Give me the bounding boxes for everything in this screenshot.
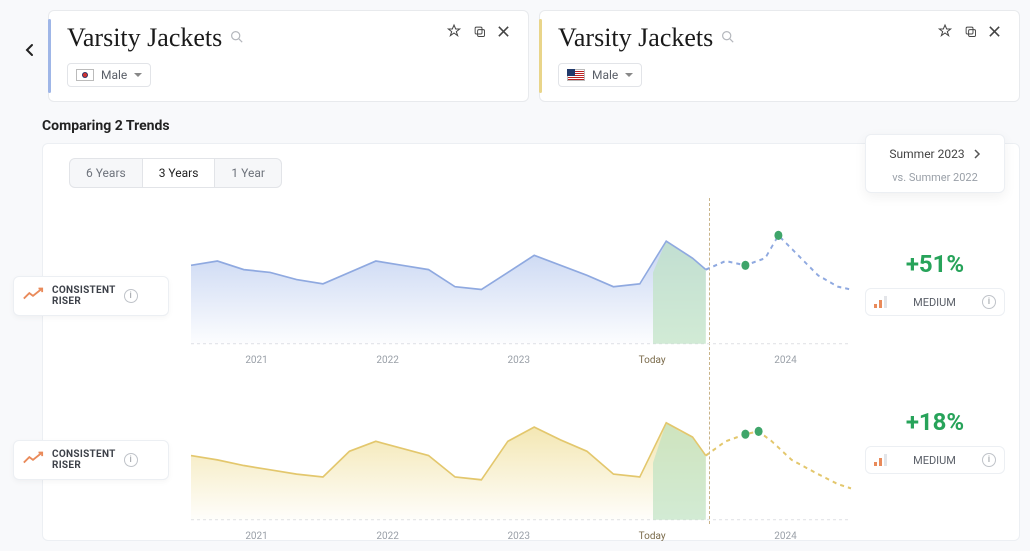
- trend-type-label: CONSISTENTRISER: [52, 285, 116, 308]
- riser-icon: [22, 287, 44, 305]
- metric-block: +51% MEDIUM i: [865, 250, 1005, 316]
- xaxis-label: 2024: [774, 355, 796, 366]
- card-title-text: Varsity Jackets: [558, 23, 713, 53]
- gender-label: Male: [101, 68, 127, 82]
- forecast-period-label: Summer 2023: [889, 147, 964, 161]
- chart-panel: 6 Years 3 Years 1 Year Summer 2023 vs. S…: [42, 143, 1020, 541]
- search-icon[interactable]: [721, 30, 734, 47]
- trend-card: Varsity Jackets Male: [48, 10, 529, 102]
- cards-row: Varsity Jackets Male: [48, 10, 1020, 102]
- volume-bars-icon: [874, 296, 887, 308]
- gender-filter-chip[interactable]: Male: [558, 63, 642, 87]
- time-range-option[interactable]: 1 Year: [215, 159, 281, 187]
- gender-label: Male: [592, 68, 618, 82]
- xaxis-label: 2021: [245, 531, 267, 542]
- back-button[interactable]: [20, 40, 40, 60]
- change-pct: +51%: [865, 250, 1005, 278]
- forecast-period-select[interactable]: Summer 2023: [876, 143, 994, 165]
- flag-icon-us: [567, 69, 585, 81]
- trend-chart-1: 202120222023Today2024: [191, 196, 851, 346]
- flag-icon-kr: [76, 69, 94, 81]
- copy-icon[interactable]: [963, 24, 978, 43]
- close-icon[interactable]: [497, 25, 510, 42]
- star-icon[interactable]: [937, 23, 953, 43]
- trend-chart-2: 202120222023Today2024: [191, 372, 851, 522]
- chevron-down-icon: [134, 73, 142, 77]
- forecast-compare-label: vs. Summer 2022: [876, 171, 994, 184]
- trend-card: Varsity Jackets Male: [539, 10, 1020, 102]
- x-axis-labels: 2021 2022 2023 Today 2024: [191, 531, 851, 542]
- time-range-option[interactable]: 3 Years: [142, 159, 216, 187]
- search-icon[interactable]: [230, 30, 243, 47]
- close-icon[interactable]: [988, 25, 1001, 42]
- info-icon[interactable]: i: [982, 453, 996, 467]
- trend-type-badge: CONSISTENTRISER i: [13, 276, 169, 316]
- xaxis-label: 2024: [774, 531, 796, 542]
- trend-type-label: CONSISTENTRISER: [52, 449, 116, 472]
- card-title: Varsity Jackets: [558, 23, 734, 53]
- xaxis-label: 2022: [376, 531, 398, 542]
- star-icon[interactable]: [446, 23, 462, 43]
- xaxis-today-label: Today: [639, 531, 666, 542]
- gender-filter-chip[interactable]: Male: [67, 63, 151, 87]
- forecast-period-card: Summer 2023 vs. Summer 2022: [865, 134, 1005, 193]
- volume-chip: MEDIUM i: [865, 446, 1005, 474]
- metric-block: +18% MEDIUM i: [865, 408, 1005, 474]
- volume-bars-icon: [874, 454, 887, 466]
- copy-icon[interactable]: [472, 24, 487, 43]
- info-icon[interactable]: i: [124, 289, 138, 303]
- card-accent: [539, 19, 542, 93]
- x-axis-labels: 2021 2022 2023 Today 2024: [191, 355, 851, 366]
- riser-icon: [22, 451, 44, 469]
- volume-label: MEDIUM: [913, 454, 956, 467]
- compare-title: Comparing 2 Trends: [42, 118, 170, 134]
- xaxis-today-label: Today: [639, 355, 666, 366]
- card-accent: [48, 19, 51, 93]
- change-pct: +18%: [865, 408, 1005, 436]
- volume-label: MEDIUM: [913, 296, 956, 309]
- card-title: Varsity Jackets: [67, 23, 243, 53]
- time-range-option[interactable]: 6 Years: [70, 159, 142, 187]
- xaxis-label: 2021: [245, 355, 267, 366]
- chevron-down-icon: [625, 73, 633, 77]
- volume-chip: MEDIUM i: [865, 288, 1005, 316]
- info-icon[interactable]: i: [982, 295, 996, 309]
- xaxis-label: 2022: [376, 355, 398, 366]
- xaxis-label: 2023: [508, 531, 530, 542]
- xaxis-label: 2023: [508, 355, 530, 366]
- card-title-text: Varsity Jackets: [67, 23, 222, 53]
- info-icon[interactable]: i: [124, 453, 138, 467]
- trend-type-badge: CONSISTENTRISER i: [13, 440, 169, 480]
- time-range-selector: 6 Years 3 Years 1 Year: [69, 158, 282, 188]
